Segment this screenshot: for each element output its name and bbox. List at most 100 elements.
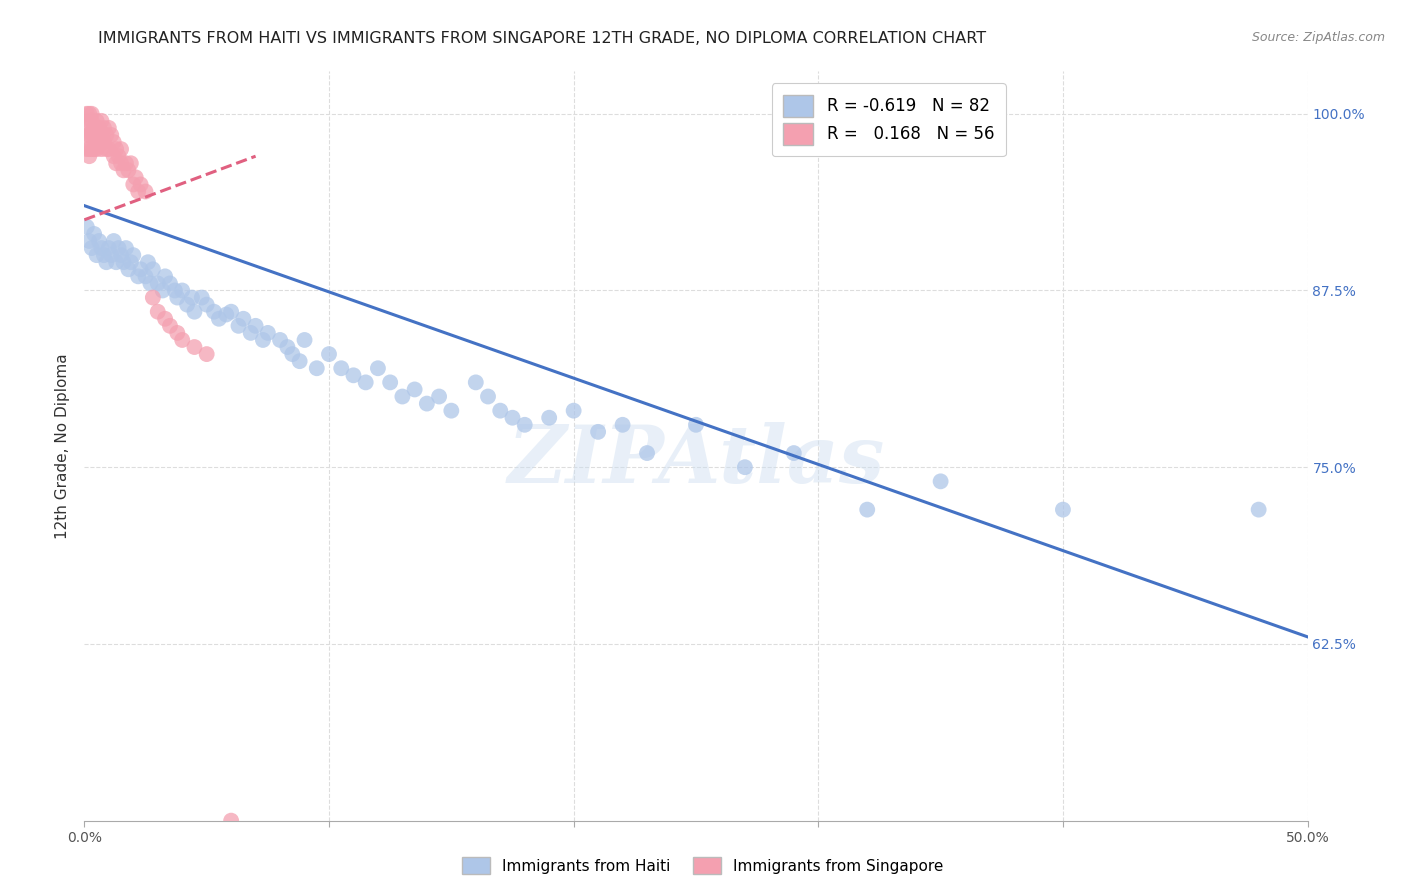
Point — [391, 390, 413, 404]
Point — [195, 347, 218, 361]
Point — [83, 120, 105, 135]
Point — [146, 304, 169, 318]
Point — [159, 277, 181, 291]
Point — [83, 227, 105, 241]
Point — [219, 814, 242, 828]
Point — [86, 128, 108, 142]
Point — [87, 234, 110, 248]
Point — [367, 361, 389, 376]
Point — [1052, 502, 1074, 516]
Point — [80, 128, 103, 142]
Point — [115, 241, 138, 255]
Point — [489, 403, 512, 417]
Point — [354, 376, 377, 390]
Point — [153, 269, 176, 284]
Point — [166, 326, 188, 340]
Point — [342, 368, 364, 383]
Point — [77, 234, 100, 248]
Point — [159, 318, 181, 333]
Point — [77, 113, 100, 128]
Point — [107, 149, 129, 163]
Point — [86, 113, 108, 128]
Point — [90, 128, 112, 142]
Point — [330, 361, 353, 376]
Point — [100, 248, 122, 262]
Point — [103, 135, 125, 149]
Point — [232, 311, 254, 326]
Point — [97, 142, 120, 156]
Point — [427, 390, 450, 404]
Text: IMMIGRANTS FROM HAITI VS IMMIGRANTS FROM SINGAPORE 12TH GRADE, NO DIPLOMA CORREL: IMMIGRANTS FROM HAITI VS IMMIGRANTS FROM… — [98, 31, 987, 46]
Point — [86, 248, 108, 262]
Point — [112, 255, 135, 269]
Point — [87, 120, 110, 135]
Point — [105, 156, 128, 170]
Point — [110, 142, 132, 156]
Point — [122, 178, 145, 192]
Point — [142, 262, 165, 277]
Point — [183, 304, 205, 318]
Point — [195, 298, 218, 312]
Point — [464, 376, 486, 390]
Point — [176, 298, 198, 312]
Point — [612, 417, 634, 432]
Point — [281, 347, 304, 361]
Point — [538, 410, 561, 425]
Point — [96, 128, 118, 142]
Point — [77, 128, 100, 142]
Point — [416, 396, 439, 410]
Point — [90, 241, 112, 255]
Point — [80, 142, 103, 156]
Text: Source: ZipAtlas.com: Source: ZipAtlas.com — [1251, 31, 1385, 45]
Point — [166, 291, 188, 305]
Point — [257, 326, 280, 340]
Point — [77, 107, 100, 121]
Y-axis label: 12th Grade, No Diploma: 12th Grade, No Diploma — [55, 353, 70, 539]
Point — [97, 241, 120, 255]
Point — [110, 248, 132, 262]
Point — [276, 340, 298, 354]
Point — [152, 284, 174, 298]
Point — [129, 178, 152, 192]
Point — [172, 284, 194, 298]
Point — [90, 113, 112, 128]
Point — [239, 326, 262, 340]
Point — [93, 135, 115, 149]
Point — [93, 248, 115, 262]
Point — [96, 255, 118, 269]
Point — [502, 410, 524, 425]
Point — [93, 120, 115, 135]
Point — [929, 475, 952, 489]
Point — [153, 311, 176, 326]
Point — [183, 340, 205, 354]
Point — [115, 156, 138, 170]
Point — [76, 219, 98, 234]
Point — [685, 417, 707, 432]
Point — [136, 255, 159, 269]
Point — [146, 277, 169, 291]
Point — [127, 269, 149, 284]
Point — [90, 142, 112, 156]
Point — [181, 291, 204, 305]
Point — [139, 277, 162, 291]
Point — [142, 291, 165, 305]
Point — [76, 107, 98, 121]
Point — [80, 241, 103, 255]
Point — [76, 142, 98, 156]
Point — [513, 417, 536, 432]
Point — [245, 318, 267, 333]
Point — [191, 291, 214, 305]
Point — [125, 170, 148, 185]
Point — [269, 333, 291, 347]
Point — [783, 446, 806, 460]
Point — [77, 149, 100, 163]
Point — [219, 304, 242, 318]
Point — [228, 318, 250, 333]
Point — [76, 120, 98, 135]
Point — [636, 446, 658, 460]
Legend: R = -0.619   N = 82, R =   0.168   N = 56: R = -0.619 N = 82, R = 0.168 N = 56 — [772, 84, 1005, 156]
Point — [252, 333, 274, 347]
Point — [105, 142, 128, 156]
Text: ZIPAtlas: ZIPAtlas — [508, 422, 884, 500]
Point — [103, 149, 125, 163]
